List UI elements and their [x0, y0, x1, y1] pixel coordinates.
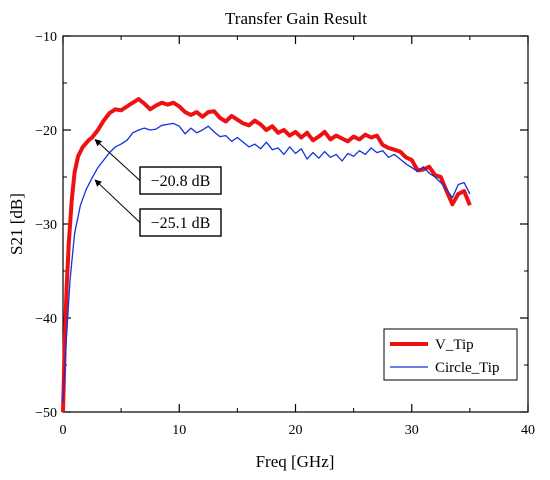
y-tick-label: −50	[35, 406, 57, 421]
chart-title: Transfer Gain Result	[225, 9, 367, 28]
series-line-v-tip	[61, 97, 472, 413]
x-axis-label: Freq [GHz]	[256, 452, 335, 471]
x-tick-label: 30	[405, 423, 419, 438]
annotation-box	[139, 208, 222, 237]
legend-box	[383, 328, 518, 381]
y-tick-label: −30	[35, 218, 57, 233]
y-axis-label: S21 [dB]	[7, 193, 26, 255]
annotation-label: −20.8 dB	[151, 173, 211, 190]
axis-tick-labels: 0 10 20 30 40 −50 −40 −30 −20 −10	[35, 30, 535, 438]
axis-ticks	[62, 35, 529, 413]
x-tick-label: 10	[172, 423, 186, 438]
legend: V_Tip Circle_Tip	[383, 328, 518, 381]
annotation-box	[139, 166, 222, 195]
x-tick-label: 0	[60, 423, 67, 438]
series-line-circle-tip	[62, 122, 471, 403]
legend-label-circle-tip: Circle_Tip	[435, 360, 499, 376]
series-layer	[61, 97, 472, 413]
annotation-label: −25.1 dB	[151, 215, 211, 232]
x-tick-label: 40	[521, 423, 535, 438]
x-tick-label: 20	[289, 423, 303, 438]
y-tick-label: −20	[35, 124, 57, 139]
annotation-arrow	[94, 179, 141, 223]
legend-label-v-tip: V_Tip	[435, 337, 474, 353]
annotations: −20.8 dB −25.1 dB	[94, 139, 222, 237]
annotation-arrow	[94, 139, 141, 181]
y-tick-label: −10	[35, 30, 57, 45]
y-tick-label: −40	[35, 312, 57, 327]
